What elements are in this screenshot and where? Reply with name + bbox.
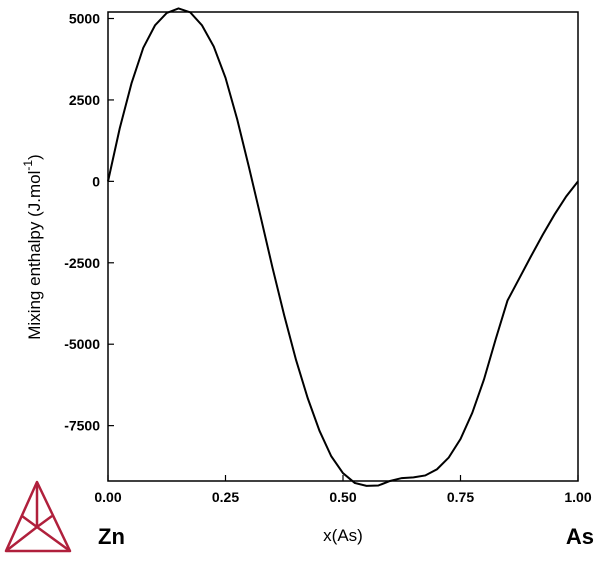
y-tick-label: -7500 xyxy=(64,418,100,434)
y-tick-label: -5000 xyxy=(64,336,100,352)
y-tick-label: 0 xyxy=(92,173,100,189)
endpoint-label-as: As xyxy=(566,524,594,549)
y-tick-label: 5000 xyxy=(69,11,100,27)
triangle-logo-icon xyxy=(4,480,72,553)
y-tick-label: 2500 xyxy=(69,92,100,108)
y-axis: 5000 2500 0 -2500 -5000 -7500 xyxy=(64,11,114,434)
x-tick-label: 0.75 xyxy=(447,489,474,505)
y-tick-label: -2500 xyxy=(64,255,100,271)
x-axis: 0.00 0.25 0.50 0.75 1.00 xyxy=(94,475,592,505)
y-axis-title-main: Mixing enthalpy (J.mol xyxy=(25,171,44,340)
endpoint-label-zn: Zn xyxy=(98,524,125,549)
x-tick-label: 0.00 xyxy=(94,489,121,505)
y-axis-title: Mixing enthalpy (J.mol-1) xyxy=(21,154,44,339)
x-tick-label: 0.50 xyxy=(329,489,356,505)
x-tick-label: 0.25 xyxy=(212,489,239,505)
plot-frame xyxy=(107,11,579,482)
series-line xyxy=(107,7,579,487)
y-axis-title-close: ) xyxy=(25,154,44,160)
y-axis-title-superscript: -1 xyxy=(21,160,35,171)
x-tick-label: 1.00 xyxy=(564,489,591,505)
x-axis-title: x(As) xyxy=(323,526,363,545)
